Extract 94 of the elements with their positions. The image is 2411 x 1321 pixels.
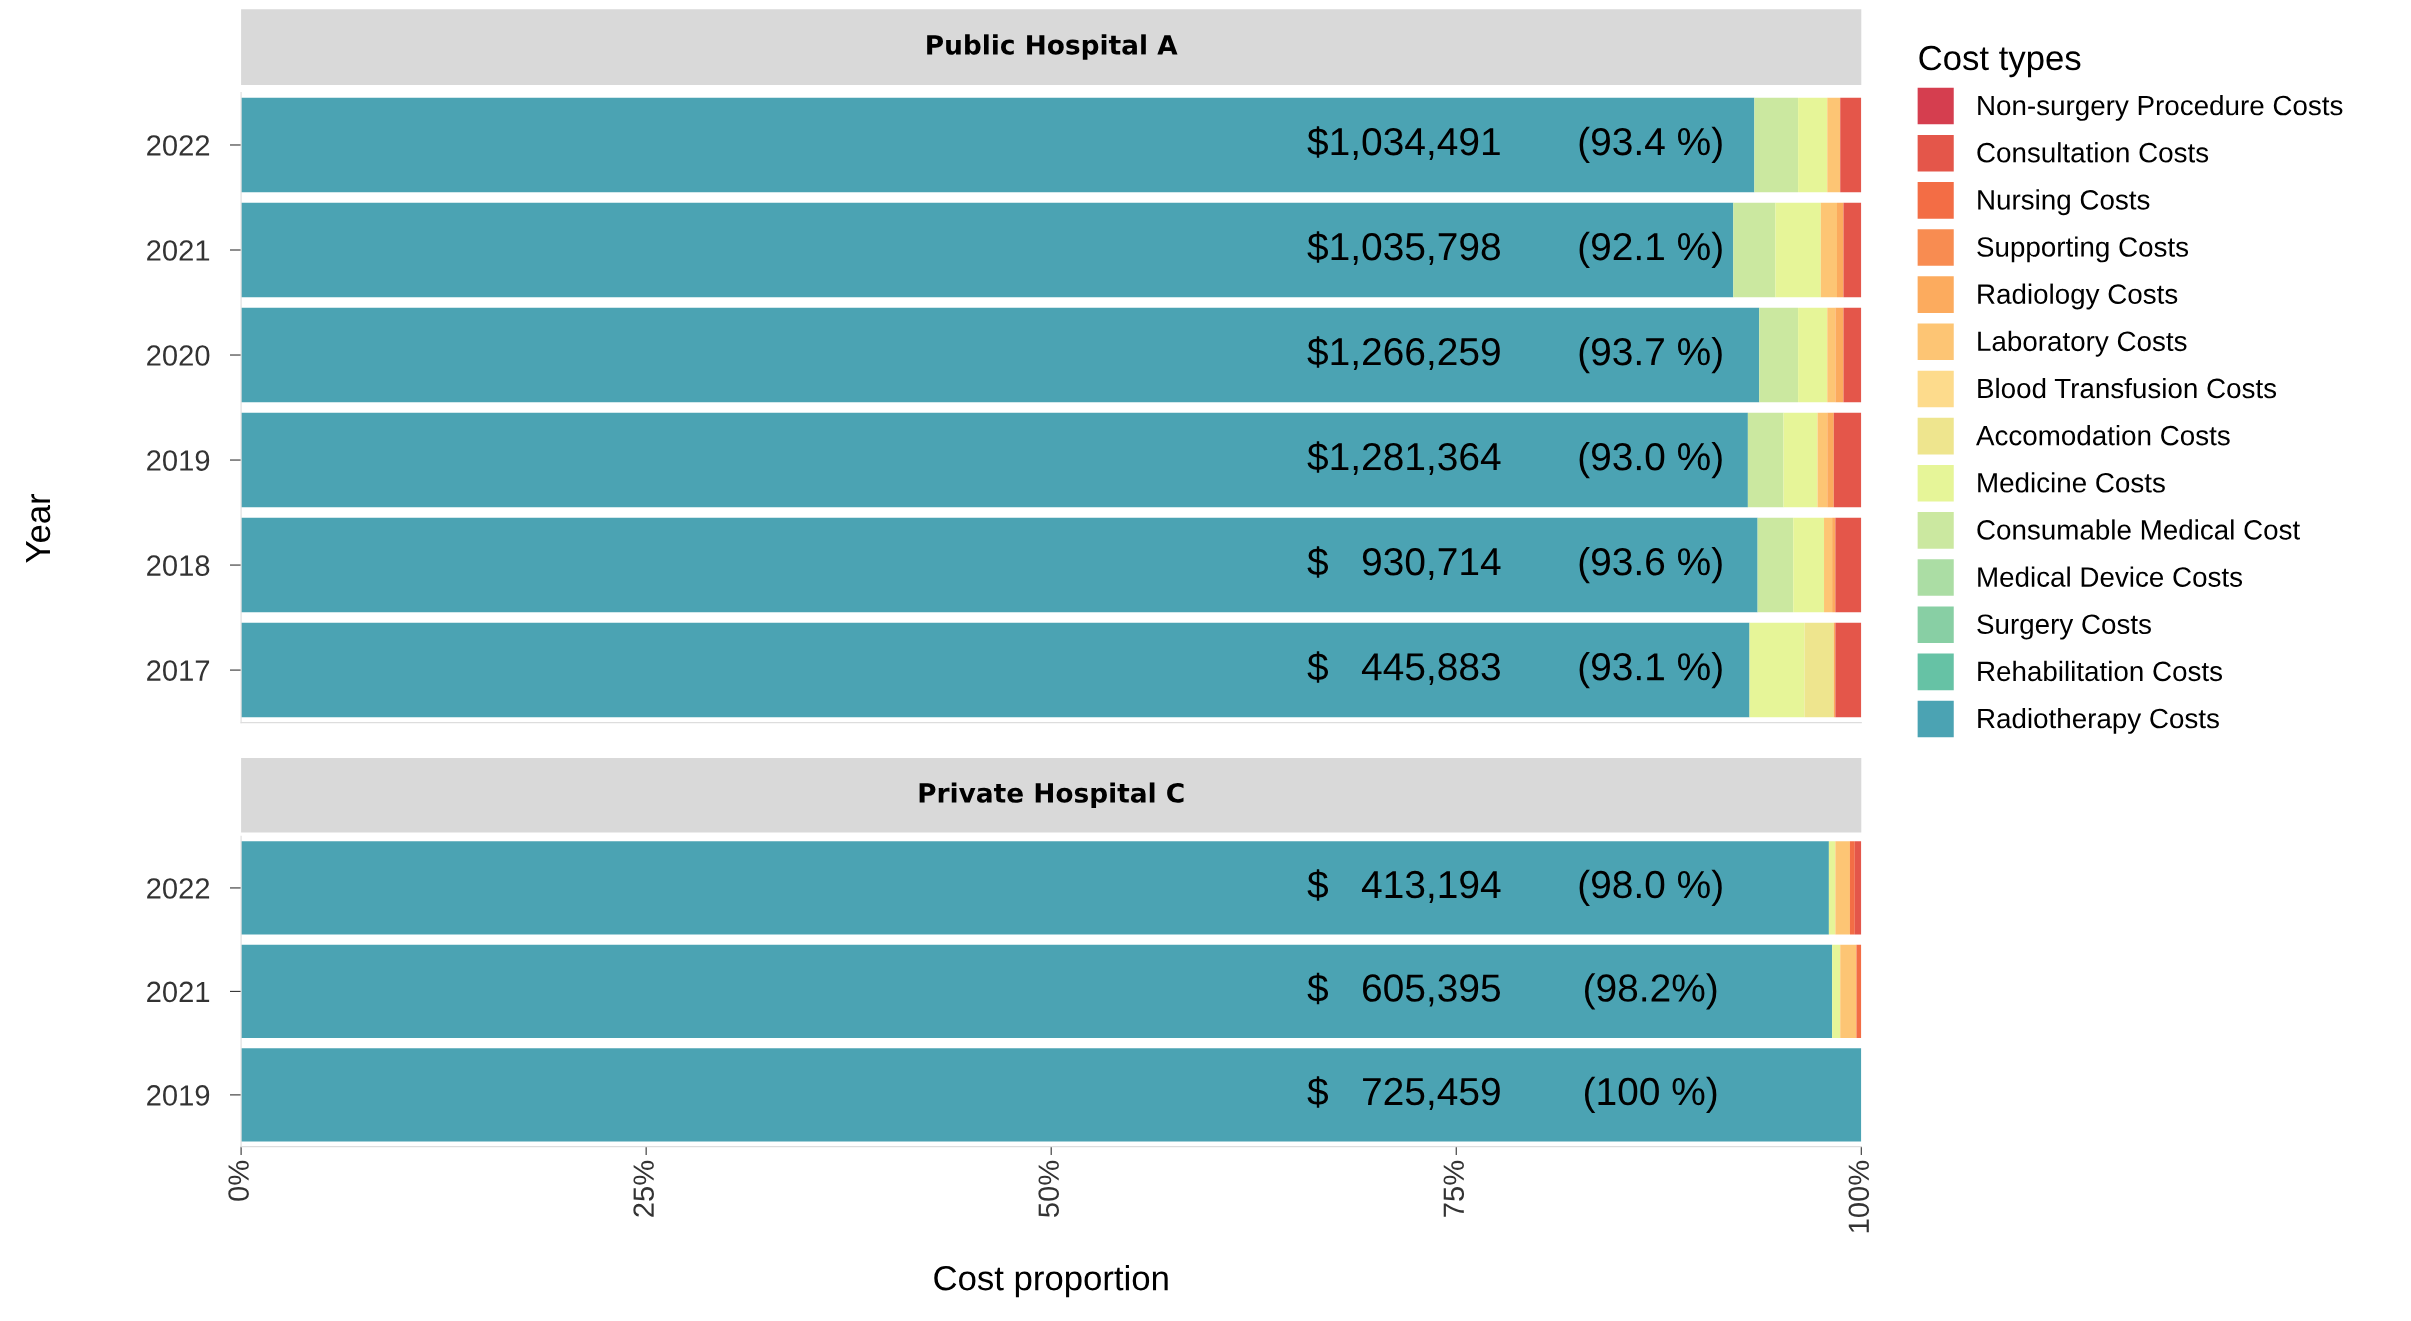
legend-label: Medical Device Costs	[1978, 566, 2243, 587]
bar	[1849, 841, 1855, 935]
legend-label: Supporting Costs	[1977, 236, 2189, 263]
bar	[1820, 202, 1837, 298]
x-tick-label: 100%	[1848, 1160, 1870, 1233]
chart-title: Private Hospital C	[919, 782, 1184, 808]
bar	[1754, 97, 1799, 193]
bar	[1783, 412, 1818, 508]
bar	[241, 202, 1734, 298]
bar	[1827, 307, 1836, 403]
bar	[1856, 944, 1862, 1038]
bar	[241, 307, 1760, 403]
y-tick-label: 2017	[147, 660, 210, 681]
x-tick-label: 0%	[228, 1160, 249, 1201]
legend-label: Non-surgery Procedure Costs	[1978, 94, 2343, 121]
annotation: $1,035,798	[1307, 231, 1500, 266]
bar	[1840, 97, 1862, 193]
data-label: (93.0 %)	[1579, 441, 1722, 479]
annotation: $ 725,459	[1307, 1076, 1500, 1110]
x-tick-label: 75%	[1443, 1160, 1465, 1217]
chart-title: Public Hospital A	[927, 34, 1178, 60]
data-label: (93.4 %)	[1579, 126, 1722, 164]
bar	[1833, 412, 1862, 508]
legend-label: Surgery Costs	[1977, 614, 2151, 640]
bar	[241, 412, 1748, 508]
annotation: $ 930,714	[1307, 546, 1501, 581]
y-tick-label: 2019	[147, 1085, 210, 1106]
data-label: (93.1 %)	[1579, 651, 1722, 689]
annotation: $ 445,883	[1307, 651, 1500, 686]
annotation: $1,266,259	[1307, 336, 1500, 371]
bar	[1798, 307, 1828, 403]
bar	[1747, 412, 1784, 508]
legend-label: Medicine Costs	[1978, 472, 2165, 493]
bar	[1840, 944, 1857, 1038]
bar	[241, 944, 1833, 1038]
legend-label: Radiology Costs	[1978, 283, 2178, 310]
y-tick-label: 2020	[147, 345, 210, 366]
legend-label: Consumable Medical Cost	[1977, 519, 2300, 540]
bar	[1798, 97, 1828, 193]
data-label: (92.1 %)	[1579, 231, 1722, 269]
bar	[1775, 202, 1821, 298]
legend-label: Radiotherapy Costs	[1978, 707, 2219, 734]
bar	[1817, 412, 1828, 508]
y-tick-label: 2022	[147, 878, 210, 899]
bar	[1843, 307, 1862, 403]
bar	[241, 517, 1758, 613]
y-tick-label: 2021	[147, 981, 210, 1003]
bar	[1835, 841, 1850, 935]
legend-label: Laboratory Costs	[1978, 330, 2187, 357]
y-tick-label: 2021	[147, 240, 210, 261]
annotation: $ 605,395	[1307, 972, 1500, 1007]
legend-label: Accomodation Costs	[1976, 425, 2230, 446]
x-tick-label: 25%	[633, 1160, 654, 1217]
bar	[1854, 841, 1862, 935]
legend-label: Nursing Costs	[1978, 189, 2150, 216]
legend-label: Blood Transfusion Costs	[1978, 377, 2277, 399]
data-label: (98.0 %)	[1579, 869, 1722, 907]
bar	[1749, 622, 1805, 718]
bar	[1759, 307, 1799, 403]
data-label: (93.6 %)	[1579, 546, 1722, 584]
bar	[1832, 517, 1836, 613]
legend-label: Rehabilitation Costs	[1978, 660, 2223, 682]
annotation: $ 413,194	[1307, 869, 1501, 903]
data-label: (98.2%)	[1585, 973, 1717, 1010]
bar	[1835, 517, 1862, 613]
bar	[1827, 412, 1834, 508]
data-label: (93.7 %)	[1579, 336, 1722, 374]
annotation: $1,034,491	[1307, 126, 1500, 161]
data-label: (100 %)	[1585, 1076, 1717, 1113]
x-axis-title: Cost proportion	[934, 1264, 1168, 1298]
x-tick-label: 50%	[1038, 1160, 1060, 1218]
bar	[1757, 517, 1794, 613]
y-tick-label: 2018	[147, 555, 210, 576]
bar	[241, 622, 1750, 718]
bar	[1824, 517, 1833, 613]
bar	[1843, 202, 1862, 298]
bar	[1828, 841, 1836, 935]
legend-title: Cost types	[1919, 45, 2081, 78]
bar	[1836, 202, 1844, 298]
bar	[1804, 622, 1834, 718]
bar	[1835, 307, 1844, 403]
bar	[1733, 202, 1776, 298]
bar	[1827, 97, 1841, 193]
y-tick-label: 2019	[147, 450, 210, 471]
bar	[241, 841, 1829, 935]
bar	[1832, 944, 1841, 1038]
bar	[1793, 517, 1825, 613]
bar	[241, 97, 1755, 193]
bar	[1835, 622, 1862, 718]
annotation: $1,281,364	[1307, 441, 1501, 476]
y-tick-label: 2022	[147, 135, 210, 156]
bar	[241, 1048, 1862, 1142]
y-axis-title: Year	[26, 493, 51, 563]
legend-label: Consultation Costs	[1977, 142, 2209, 163]
